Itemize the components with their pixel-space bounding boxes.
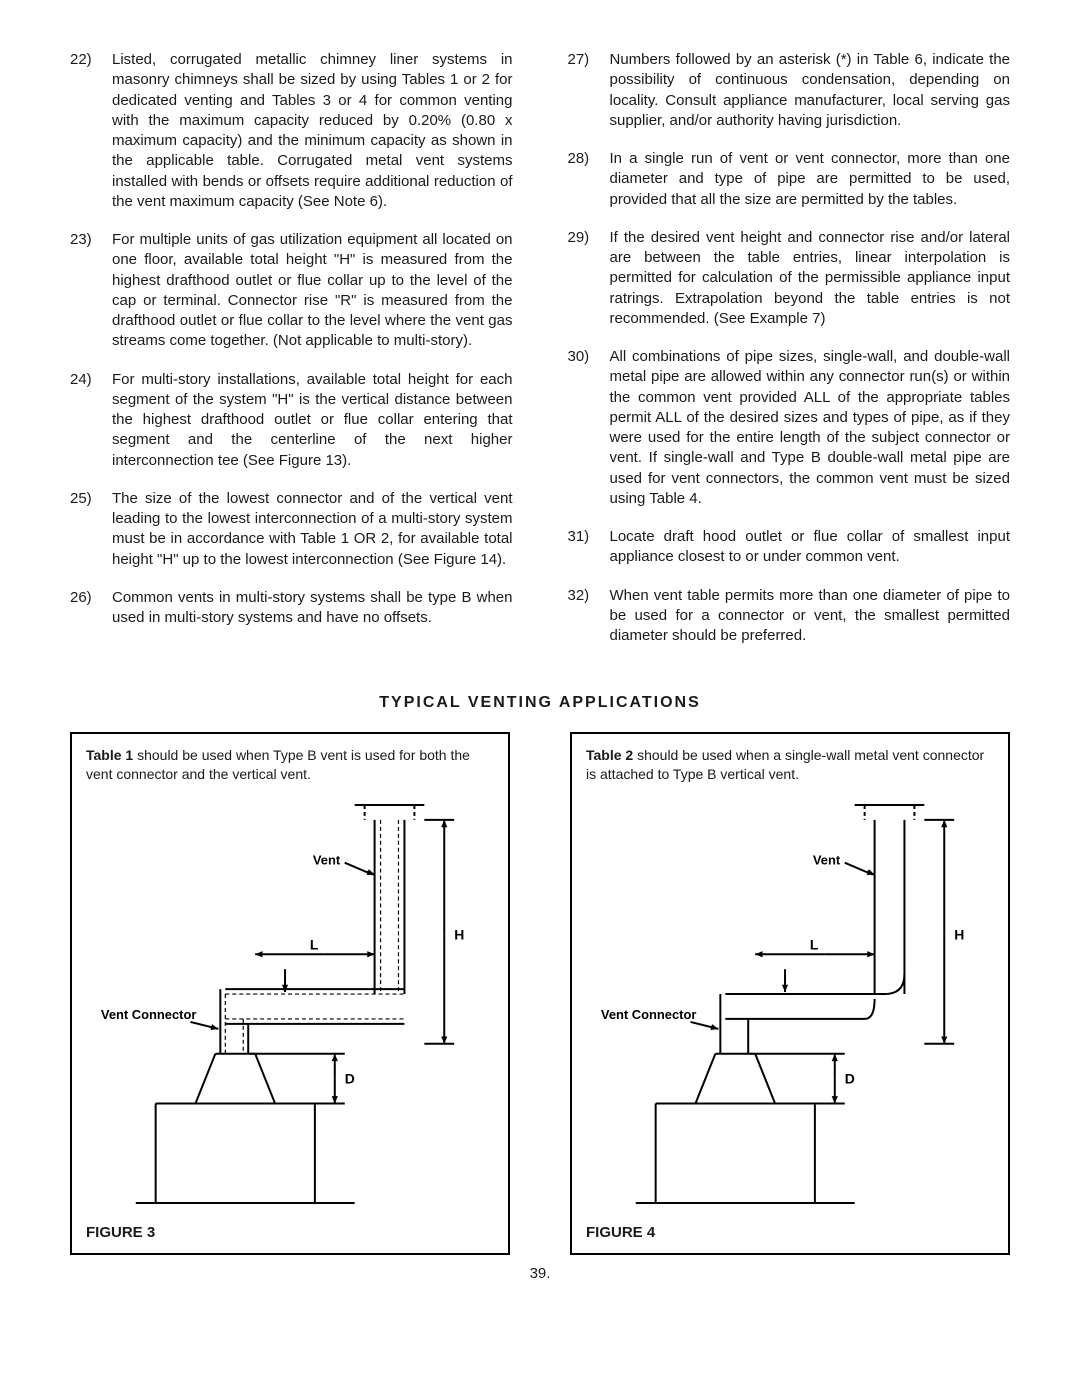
figure-3-box: Table 1 should be used when Type B vent … xyxy=(70,732,510,1255)
figures-row: Table 1 should be used when Type B vent … xyxy=(70,732,1010,1255)
list-item: 31)Locate draft hood outlet or flue coll… xyxy=(568,527,1011,568)
svg-text:Vent: Vent xyxy=(313,853,341,868)
item-number: 26) xyxy=(70,588,112,629)
item-number: 27) xyxy=(568,50,610,131)
item-number: 23) xyxy=(70,230,112,352)
figure-3-diagram: Vent H L Vent Connector D xyxy=(86,794,494,1214)
item-text: If the desired vent height and connector… xyxy=(610,228,1011,329)
item-number: 31) xyxy=(568,527,610,568)
svg-text:D: D xyxy=(845,1071,855,1087)
list-item: 30)All combinations of pipe sizes, singl… xyxy=(568,347,1011,509)
item-text: Locate draft hood outlet or flue collar … xyxy=(610,527,1011,568)
item-text: For multiple units of gas utilization eq… xyxy=(112,230,513,352)
item-text: All combinations of pipe sizes, single-w… xyxy=(610,347,1011,509)
item-text: Common vents in multi-story systems shal… xyxy=(112,588,513,629)
item-text: When vent table permits more than one di… xyxy=(610,586,1011,647)
svg-text:Vent Connector: Vent Connector xyxy=(101,1007,197,1022)
figure-4-caption: Table 2 should be used when a single-wal… xyxy=(586,746,994,784)
list-item: 25)The size of the lowest connector and … xyxy=(70,489,513,570)
svg-text:H: H xyxy=(954,926,964,942)
item-number: 28) xyxy=(568,149,610,210)
item-text: In a single run of vent or vent connecto… xyxy=(610,149,1011,210)
figure-4-box: Table 2 should be used when a single-wal… xyxy=(570,732,1010,1255)
list-item: 24)For multi-story installations, availa… xyxy=(70,370,513,471)
item-number: 32) xyxy=(568,586,610,647)
svg-text:D: D xyxy=(345,1071,355,1087)
item-text: The size of the lowest connector and of … xyxy=(112,489,513,570)
figure-3-caption: Table 1 should be used when Type B vent … xyxy=(86,746,494,784)
item-text: For multi-story installations, available… xyxy=(112,370,513,471)
svg-text:L: L xyxy=(310,936,319,952)
list-item: 26)Common vents in multi-story systems s… xyxy=(70,588,513,629)
svg-text:L: L xyxy=(810,936,819,952)
section-title: TYPICAL VENTING APPLICATIONS xyxy=(70,694,1010,712)
figure-4-label: FIGURE 4 xyxy=(586,1224,994,1241)
text-columns: 22)Listed, corrugated metallic chimney l… xyxy=(70,50,1010,664)
left-column: 22)Listed, corrugated metallic chimney l… xyxy=(70,50,513,664)
item-text: Numbers followed by an asterisk (*) in T… xyxy=(610,50,1011,131)
list-item: 28)In a single run of vent or vent conne… xyxy=(568,149,1011,210)
item-number: 25) xyxy=(70,489,112,570)
item-number: 22) xyxy=(70,50,112,212)
list-item: 22)Listed, corrugated metallic chimney l… xyxy=(70,50,513,212)
svg-text:H: H xyxy=(454,926,464,942)
figure-4-diagram: Vent H L Vent Connector D xyxy=(586,794,994,1214)
list-item: 32)When vent table permits more than one… xyxy=(568,586,1011,647)
svg-text:Vent: Vent xyxy=(813,853,841,868)
figure-3-label: FIGURE 3 xyxy=(86,1224,494,1241)
list-item: 29)If the desired vent height and connec… xyxy=(568,228,1011,329)
item-number: 30) xyxy=(568,347,610,509)
right-column: 27)Numbers followed by an asterisk (*) i… xyxy=(568,50,1011,664)
svg-text:Vent Connector: Vent Connector xyxy=(601,1007,697,1022)
list-item: 27)Numbers followed by an asterisk (*) i… xyxy=(568,50,1011,131)
list-item: 23)For multiple units of gas utilization… xyxy=(70,230,513,352)
page-number: 39. xyxy=(70,1265,1010,1282)
item-text: Listed, corrugated metallic chimney line… xyxy=(112,50,513,212)
item-number: 29) xyxy=(568,228,610,329)
item-number: 24) xyxy=(70,370,112,471)
